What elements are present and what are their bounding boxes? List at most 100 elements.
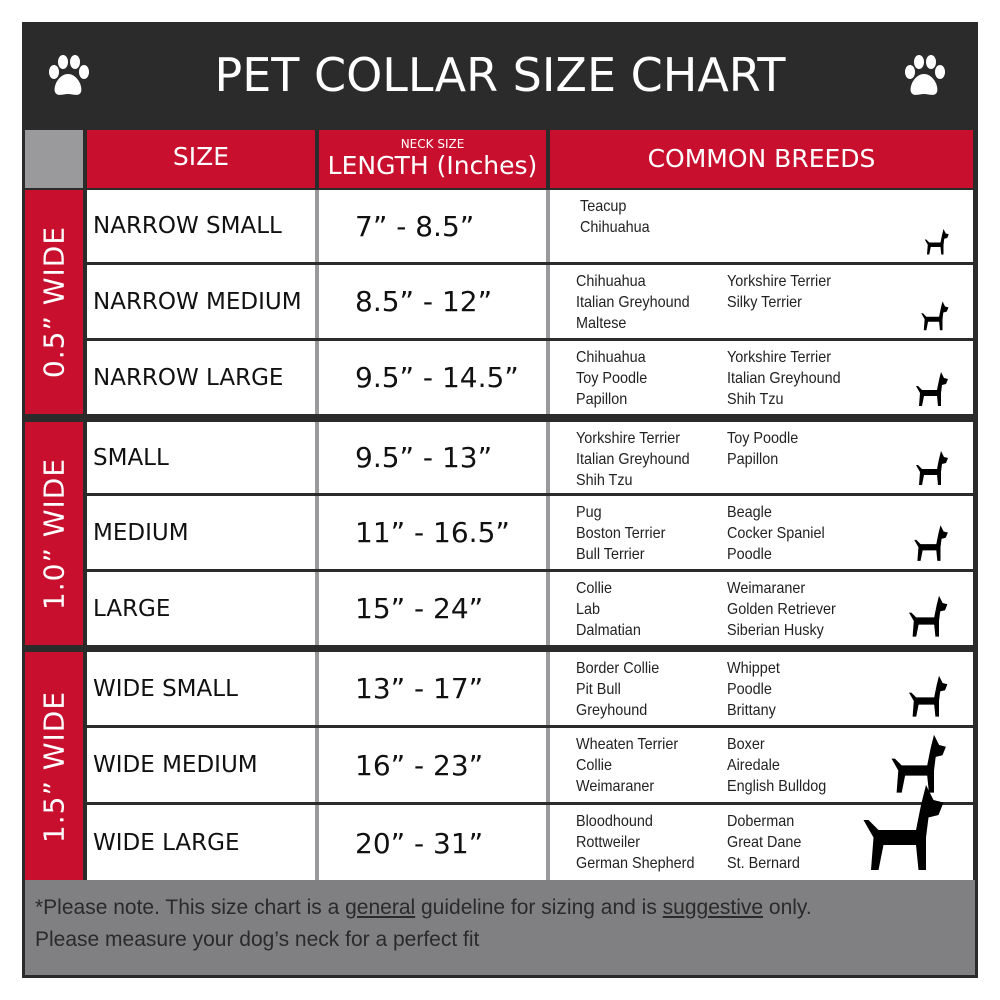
size-name: WIDE MEDIUM	[87, 728, 315, 802]
breed-column: Chihuahua Toy Poodle Papillon	[576, 347, 647, 410]
header-length: NECK SIZE LENGTH (Inches)	[319, 130, 546, 188]
table-row: LARGE 15” - 24” Collie Lab Dalmatian Weimaran…	[87, 572, 973, 645]
neck-length: 9.5” - 13”	[319, 422, 546, 493]
neck-length: 13” - 17”	[319, 652, 546, 725]
breed-name: Italian Greyhound	[576, 294, 690, 311]
header-breeds: COMMON BREEDS	[550, 130, 973, 188]
breed-name: Golden Retriever	[727, 601, 836, 618]
neck-length: 15” - 24”	[319, 572, 546, 645]
note-line2: Please measure your dog’s neck for a per…	[35, 928, 480, 951]
breeds-cell: Yorkshire Terrier Italian Greyhound Shih T…	[550, 422, 973, 493]
neck-length: 16” - 23”	[319, 728, 546, 802]
breed-name: Collie	[576, 580, 613, 597]
table-row: WIDE SMALL 13” - 17” Border Collie Pit Bull…	[87, 652, 973, 725]
breed-name: Collie	[576, 757, 613, 774]
dog-silhouette-icon	[916, 451, 948, 485]
breed-name: Boston Terrier	[576, 525, 666, 542]
breed-name: Lab	[576, 601, 601, 618]
breed-column: Beagle Cocker Spaniel Poodle	[727, 502, 825, 565]
size-name: NARROW SMALL	[87, 190, 315, 262]
breed-column: Whippet Poodle Brittany	[727, 658, 780, 721]
breeds-cell: Collie Lab Dalmatian Weimaraner Golden Retri…	[550, 572, 973, 645]
breed-column: Teacup Chihuahua	[580, 196, 650, 238]
breed-column: Doberman Great Dane St. Bernard	[727, 811, 801, 874]
width-label: 0.5” WIDE	[37, 225, 71, 379]
breeds-cell: Pug Boston Terrier Bull Terrier Beagle Cocke…	[550, 496, 973, 569]
breed-name: Bull Terrier	[576, 546, 645, 563]
breed-column: Yorkshire Terrier Silky Terrier	[727, 271, 831, 313]
breeds-cell: Chihuahua Toy Poodle Papillon Yorkshire Ter…	[550, 341, 973, 414]
breed-name: Toy Poodle	[576, 370, 648, 387]
size-name: NARROW LARGE	[87, 341, 315, 414]
breed-name: Doberman	[727, 813, 795, 830]
table-row: NARROW LARGE 9.5” - 14.5” Chihuahua Toy Poo…	[87, 341, 973, 414]
breed-name: Border Collie	[576, 660, 660, 677]
breed-column: Weimaraner Golden Retriever Siberian Husky	[727, 578, 836, 641]
breed-name: St. Bernard	[727, 855, 800, 872]
breed-name: Papillon	[727, 451, 779, 468]
breed-name: Yorkshire Terrier	[727, 349, 832, 366]
dog-silhouette-icon	[909, 595, 948, 637]
paw-print-icon	[49, 55, 89, 95]
note-text: *Please note. This size chart is a	[35, 896, 346, 919]
breed-name: Chihuahua	[576, 273, 646, 290]
width-group-label: 0.5” WIDE	[25, 190, 83, 414]
breed-name: Pug	[576, 504, 602, 521]
breed-name: Chihuahua	[580, 219, 650, 236]
breed-name: Poodle	[727, 546, 772, 563]
breeds-cell: Wheaten Terrier Collie Weimaraner Boxer Aire…	[550, 728, 973, 802]
breed-name: Dalmatian	[576, 622, 641, 639]
breed-name: Shih Tzu	[727, 391, 784, 408]
table-row: WIDE LARGE 20” - 31” Bloodhound Rottweiler G…	[87, 785, 973, 881]
breed-name: Whippet	[727, 660, 780, 677]
breed-column: Wheaten Terrier Collie Weimaraner	[576, 734, 678, 797]
breed-column: Pug Boston Terrier Bull Terrier	[576, 502, 665, 565]
breed-name: Shih Tzu	[576, 472, 633, 489]
neck-length: 8.5” - 12”	[319, 265, 546, 338]
breed-name: Poodle	[727, 681, 772, 698]
breed-name: Siberian Husky	[727, 622, 824, 639]
breed-name: Bloodhound	[576, 813, 653, 830]
breed-name: Great Dane	[727, 834, 802, 851]
breed-name: Wheaten Terrier	[576, 736, 679, 753]
breeds-cell: Chihuahua Italian Greyhound Maltese Yorkshi…	[550, 265, 973, 338]
size-name: SMALL	[87, 422, 315, 493]
breeds-cell: Border Collie Pit Bull Greyhound Whippet Poo…	[550, 652, 973, 725]
table-row: MEDIUM 11” - 16.5” Pug Boston Terrier Bull T…	[87, 496, 973, 569]
size-name: WIDE SMALL	[87, 652, 315, 725]
breed-column: Boxer Airedale English Bulldog	[727, 734, 826, 797]
breed-name: Weimaraner	[727, 580, 806, 597]
note-underline-general: general	[345, 896, 416, 919]
size-name: WIDE LARGE	[87, 805, 315, 881]
breeds-cell: Bloodhound Rottweiler German Shepherd Dober…	[550, 785, 973, 881]
header-corner	[25, 130, 83, 188]
breed-name: Rottweiler	[576, 834, 641, 851]
footer-note: *Please note. This size chart is a gener…	[25, 880, 975, 975]
size-name: NARROW MEDIUM	[87, 265, 315, 338]
header-length-label: LENGTH (Inches)	[327, 151, 538, 180]
breed-name: Pit Bull	[576, 681, 621, 698]
dog-silhouette-icon	[863, 785, 944, 870]
breed-name: Yorkshire Terrier	[727, 273, 832, 290]
breeds-cell: Teacup Chihuahua	[550, 190, 973, 262]
note-underline-suggestive: suggestive	[662, 896, 764, 919]
breed-name: Boxer	[727, 736, 765, 753]
note-text: guideline for sizing and is	[415, 896, 663, 919]
breed-column: Yorkshire Terrier Italian Greyhound Shih T…	[576, 428, 690, 491]
width-group-label: 1.0” WIDE	[25, 422, 83, 645]
note-text: only.	[763, 896, 812, 919]
paw-print-icon	[905, 55, 945, 95]
breed-name: Greyhound	[576, 702, 648, 719]
breed-name: Beagle	[727, 504, 772, 521]
breed-name: Airedale	[727, 757, 780, 774]
dog-silhouette-icon	[909, 675, 948, 717]
header-size: SIZE	[87, 130, 315, 188]
neck-length: 9.5” - 14.5”	[319, 341, 546, 414]
neck-length: 11” - 16.5”	[319, 496, 546, 569]
header-neck-size: NECK SIZE	[400, 137, 465, 151]
breed-name: Yorkshire Terrier	[576, 430, 681, 447]
breed-name: Italian Greyhound	[727, 370, 841, 387]
breed-column: Border Collie Pit Bull Greyhound	[576, 658, 659, 721]
breed-name: Cocker Spaniel	[727, 525, 825, 542]
breed-column: Chihuahua Italian Greyhound Maltese	[576, 271, 690, 334]
